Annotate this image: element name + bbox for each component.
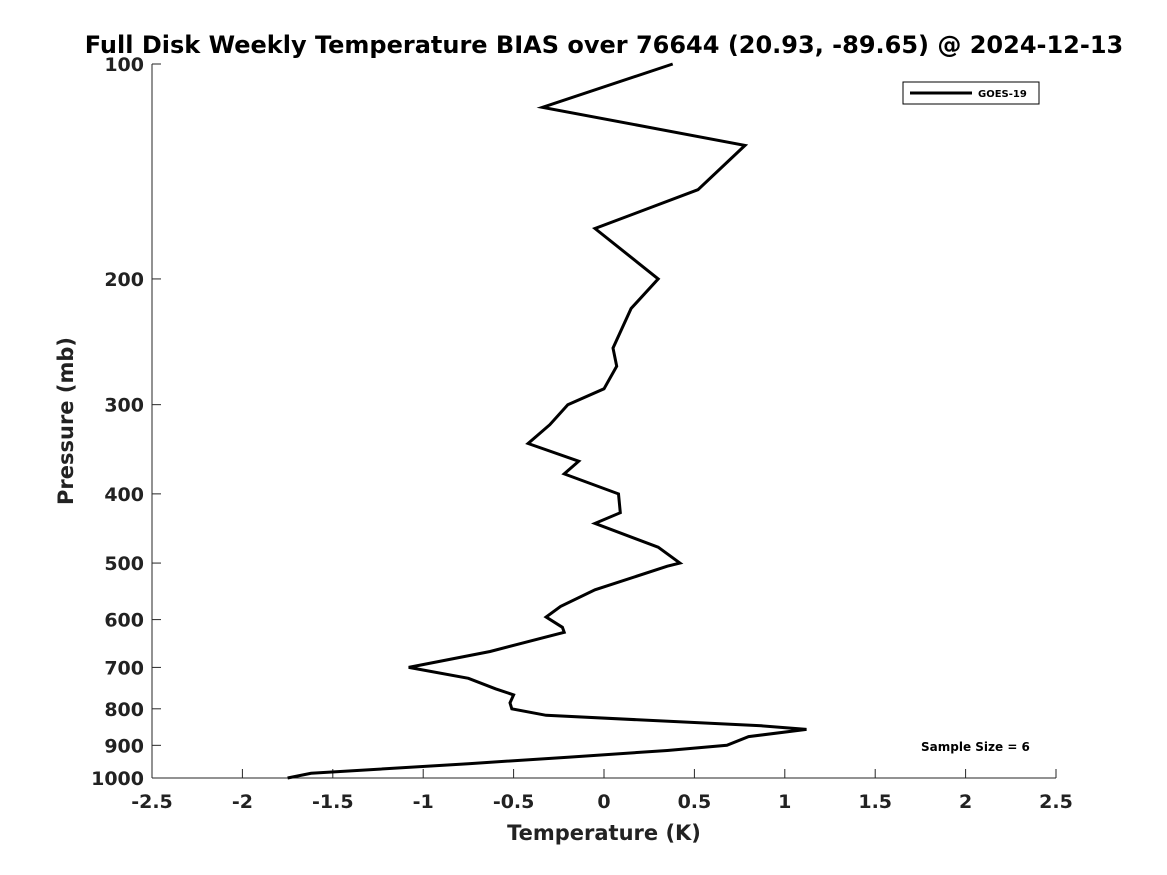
x-tick-label: 0.5 xyxy=(678,791,712,813)
legend-label-goes-19: GOES-19 xyxy=(978,89,1027,100)
x-axis-label: Temperature (K) xyxy=(507,821,701,845)
x-tick-label: -1 xyxy=(413,791,434,813)
y-tick-label: 300 xyxy=(104,395,144,417)
x-axis: -2.5 -2 -1.5 -1 -0.5 0 0.5 1 1.5 2 2.5 xyxy=(131,769,1073,813)
x-tick-label: -1.5 xyxy=(312,791,354,813)
x-tick-label: -0.5 xyxy=(493,791,535,813)
x-tick-label: 1.5 xyxy=(858,791,892,813)
y-tick-label: 1000 xyxy=(91,768,144,790)
y-axis-label: Pressure (mb) xyxy=(54,337,78,505)
series-layer xyxy=(287,62,807,780)
legend: GOES-19 xyxy=(902,81,1040,105)
x-tick-label: 2.5 xyxy=(1039,791,1073,813)
x-tick-label: -2.5 xyxy=(131,791,173,813)
x-tick-label: -2 xyxy=(232,791,253,813)
y-tick-label: 600 xyxy=(104,610,144,632)
y-tick-label: 700 xyxy=(104,657,144,679)
sample-size-annotation: Sample Size = 6 xyxy=(921,740,1030,754)
y-tick-label: 100 xyxy=(104,54,144,76)
y-tick-label: 400 xyxy=(104,484,144,506)
x-tick-label: 2 xyxy=(959,791,972,813)
x-tick-label: 0 xyxy=(597,791,610,813)
x-tick-label: 1 xyxy=(778,791,791,813)
y-axis: 100 200 300 400 500 600 700 800 900 1000 xyxy=(91,54,161,790)
chart-title: Full Disk Weekly Temperature BIAS over 7… xyxy=(85,31,1124,59)
y-tick-label: 900 xyxy=(104,735,144,757)
y-tick-label: 200 xyxy=(104,269,144,291)
y-tick-label: 800 xyxy=(104,699,144,721)
y-tick-label: 500 xyxy=(104,553,144,575)
series-line-goes-19 xyxy=(287,62,807,780)
